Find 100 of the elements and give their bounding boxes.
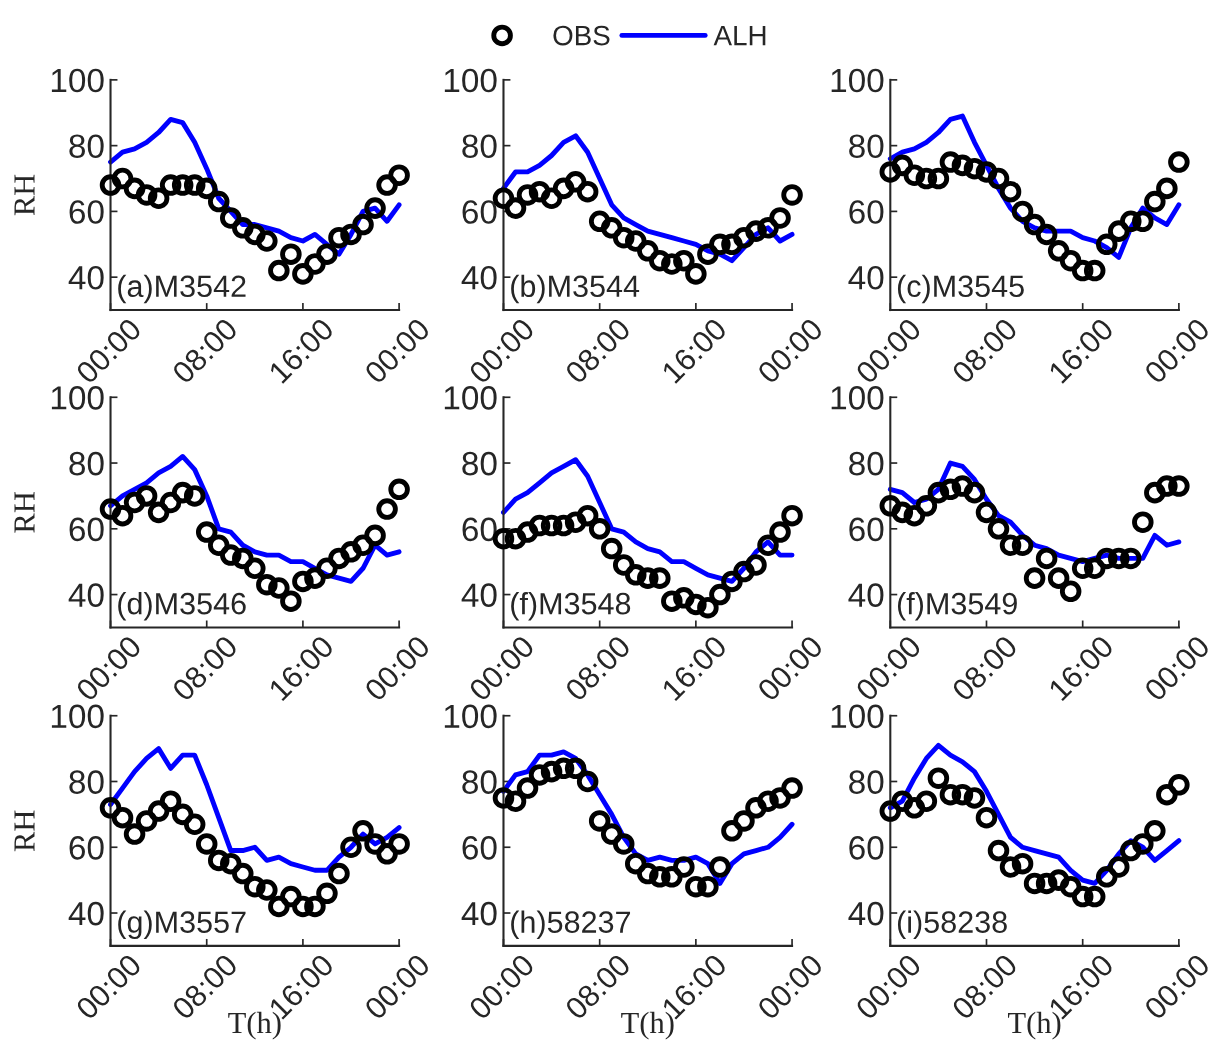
point bbox=[576, 770, 599, 793]
point bbox=[111, 504, 134, 527]
point bbox=[1168, 774, 1190, 796]
point bbox=[891, 154, 914, 177]
y-tick-label: 60 bbox=[462, 200, 497, 224]
point bbox=[1095, 233, 1118, 256]
point bbox=[612, 833, 635, 855]
point bbox=[540, 187, 563, 210]
point bbox=[1120, 547, 1142, 570]
y-tick-label: 40 bbox=[848, 583, 884, 607]
point bbox=[340, 836, 362, 859]
point bbox=[564, 171, 587, 193]
point bbox=[183, 813, 206, 835]
point bbox=[280, 243, 302, 265]
point bbox=[576, 504, 599, 527]
y-tick-label: 40 bbox=[461, 583, 497, 607]
y-tick-label: 60 bbox=[69, 836, 104, 860]
point bbox=[1095, 866, 1118, 888]
point bbox=[1071, 259, 1094, 282]
y-tick-label: 80 bbox=[462, 451, 497, 476]
point bbox=[304, 895, 326, 918]
point bbox=[939, 151, 962, 173]
point bbox=[757, 217, 779, 239]
point bbox=[504, 790, 527, 812]
y-tick-label: 100 bbox=[51, 68, 104, 93]
point bbox=[244, 223, 266, 246]
point bbox=[1120, 839, 1142, 862]
point bbox=[268, 259, 290, 282]
y-tick-label: 100 bbox=[51, 386, 104, 410]
point bbox=[649, 249, 671, 272]
point bbox=[987, 518, 1010, 540]
point bbox=[304, 253, 326, 275]
point bbox=[1059, 875, 1082, 898]
point bbox=[292, 570, 314, 593]
point bbox=[376, 174, 398, 196]
y-tick-label: 40 bbox=[848, 265, 884, 290]
point bbox=[757, 790, 779, 812]
y-tick-label: 80 bbox=[849, 134, 884, 159]
point bbox=[256, 879, 278, 901]
y-tick-label: 40 bbox=[461, 901, 497, 926]
point bbox=[951, 783, 974, 806]
point bbox=[600, 537, 623, 560]
point bbox=[697, 875, 719, 898]
point bbox=[1144, 481, 1166, 504]
legend-label: OBS bbox=[553, 25, 610, 46]
text: (h)58237 bbox=[511, 910, 631, 939]
point bbox=[1108, 220, 1130, 242]
point bbox=[1035, 872, 1058, 895]
point bbox=[244, 557, 266, 580]
y-tick-label: 100 bbox=[444, 386, 497, 410]
point bbox=[637, 567, 659, 589]
point bbox=[244, 875, 266, 898]
point bbox=[1059, 580, 1082, 603]
point bbox=[147, 800, 170, 822]
point bbox=[364, 833, 386, 855]
point bbox=[232, 547, 254, 570]
point bbox=[1083, 557, 1106, 580]
point bbox=[951, 154, 974, 177]
point bbox=[364, 197, 386, 219]
point bbox=[528, 514, 551, 537]
point bbox=[685, 593, 707, 616]
point bbox=[721, 820, 743, 842]
point bbox=[927, 767, 950, 789]
point bbox=[516, 521, 539, 543]
point bbox=[999, 856, 1022, 878]
point bbox=[781, 504, 803, 527]
point bbox=[903, 504, 926, 527]
point bbox=[612, 554, 635, 576]
point bbox=[220, 207, 242, 229]
y-tick-label: 60 bbox=[849, 200, 884, 224]
point bbox=[1011, 200, 1034, 223]
point bbox=[685, 263, 707, 285]
point bbox=[1168, 151, 1190, 173]
y-tick-label: 40 bbox=[68, 265, 104, 290]
point bbox=[891, 501, 914, 524]
point bbox=[733, 810, 755, 832]
point bbox=[195, 177, 218, 200]
point bbox=[697, 596, 719, 619]
point bbox=[352, 213, 374, 236]
point bbox=[292, 895, 314, 918]
point bbox=[328, 226, 350, 249]
text: (f)M3548 bbox=[511, 592, 631, 621]
point bbox=[364, 524, 386, 547]
y-tick-label: 100 bbox=[444, 68, 497, 93]
y-tick-label: 100 bbox=[831, 68, 884, 93]
legend-label: ALH bbox=[713, 26, 766, 46]
point bbox=[159, 491, 182, 514]
point bbox=[1156, 177, 1178, 200]
point bbox=[661, 866, 683, 888]
point bbox=[649, 866, 671, 888]
point bbox=[316, 557, 338, 580]
point bbox=[1083, 885, 1106, 908]
point bbox=[757, 534, 779, 557]
point bbox=[1108, 547, 1130, 570]
point bbox=[975, 501, 998, 524]
point bbox=[147, 501, 170, 524]
point bbox=[1023, 872, 1046, 895]
point bbox=[183, 485, 206, 507]
point bbox=[328, 862, 350, 885]
point bbox=[564, 757, 587, 780]
